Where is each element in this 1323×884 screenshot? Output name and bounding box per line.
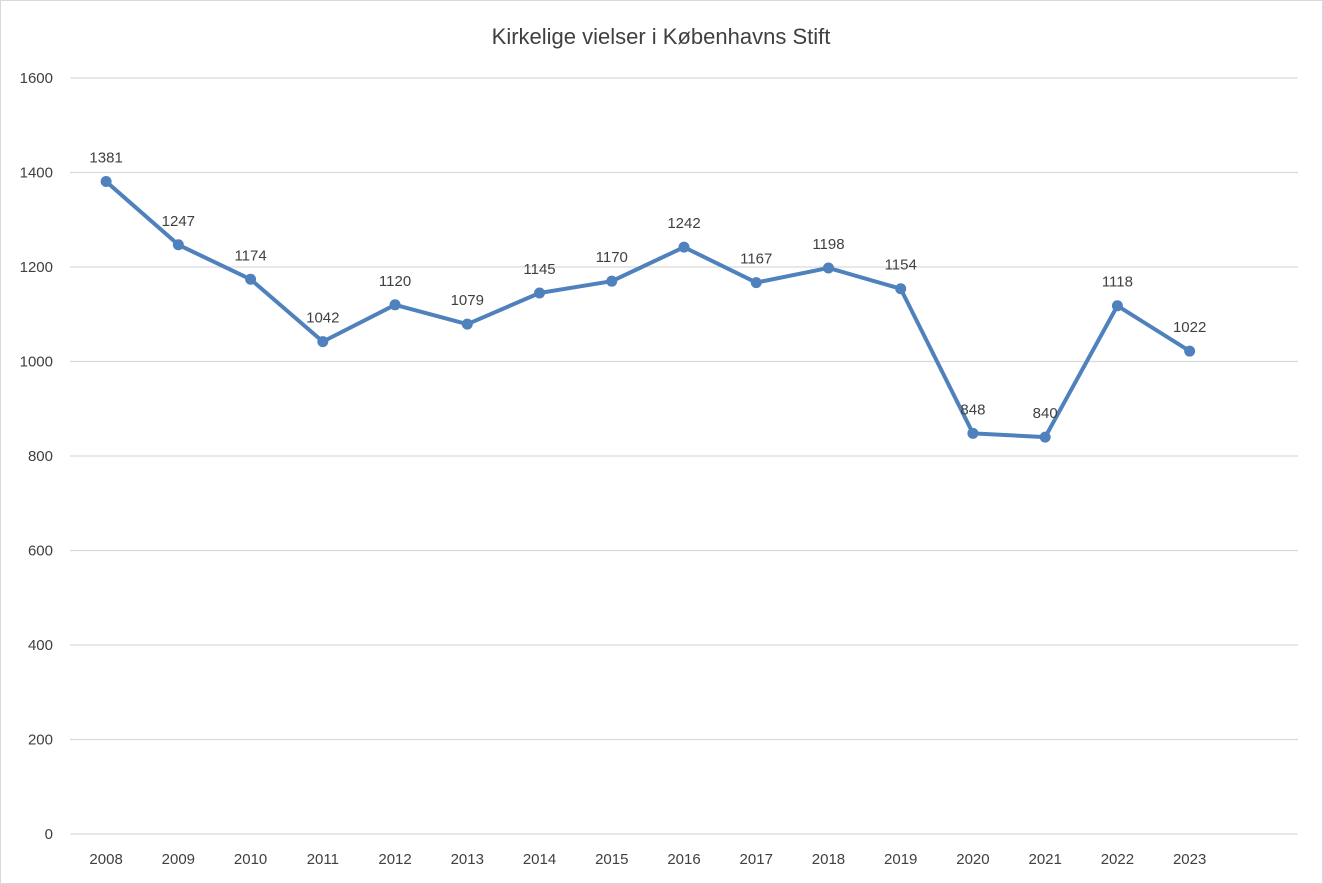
x-axis: 2008 2009 2010 2011 2012 2013 2014 2015 2016 2017… xyxy=(89,851,1206,868)
data-label: 1145 xyxy=(523,261,555,278)
x-tick-label: 2012 xyxy=(378,851,411,868)
data-label: 1242 xyxy=(667,215,700,232)
x-tick-label: 2020 xyxy=(956,851,989,868)
x-tick-label: 2018 xyxy=(812,851,845,868)
data-point xyxy=(1184,345,1196,357)
data-point xyxy=(1111,300,1123,312)
data-point xyxy=(822,262,834,274)
data-point xyxy=(534,287,546,299)
gridlines xyxy=(70,77,1298,835)
x-tick-label: 2014 xyxy=(523,851,556,868)
data-label: 1120 xyxy=(379,273,411,290)
series-line xyxy=(104,179,1192,440)
x-tick-label: 2010 xyxy=(234,851,267,868)
x-tick-label: 2017 xyxy=(740,851,773,868)
data-label: 1167 xyxy=(740,251,772,268)
data-point xyxy=(172,239,184,251)
y-tick-label: 400 xyxy=(28,637,53,654)
data-point xyxy=(389,299,401,311)
series-layer xyxy=(100,175,1196,443)
data-point xyxy=(678,241,690,253)
x-tick-label: 2008 xyxy=(89,851,122,868)
x-tick-label: 2019 xyxy=(884,851,917,868)
y-tick-label: 200 xyxy=(28,732,53,749)
data-point xyxy=(245,273,257,285)
y-tick-label: 1000 xyxy=(20,354,53,371)
data-label: 1118 xyxy=(1102,274,1133,291)
data-point xyxy=(461,318,473,330)
data-label: 1170 xyxy=(596,249,628,266)
data-label: 1154 xyxy=(885,257,917,274)
x-tick-label: 2011 xyxy=(307,851,339,868)
y-tick-label: 800 xyxy=(28,448,53,465)
data-label: 1247 xyxy=(162,213,195,230)
data-point xyxy=(317,336,329,348)
y-tick-label: 1400 xyxy=(20,165,53,182)
data-point xyxy=(967,427,979,439)
y-tick-label: 1200 xyxy=(20,259,53,276)
data-labels: 1381 1247 1174 1042 1120 1079 1145 1170 1242 1167… xyxy=(89,149,1206,422)
data-label: 848 xyxy=(960,401,985,418)
y-axis: 0 200 400 600 800 1000 1200 1400 1600 xyxy=(20,70,53,843)
data-point xyxy=(895,283,907,295)
x-tick-label: 2009 xyxy=(162,851,195,868)
x-tick-label: 2022 xyxy=(1101,851,1134,868)
y-tick-label: 600 xyxy=(28,543,53,560)
data-point xyxy=(606,275,618,287)
x-tick-label: 2015 xyxy=(595,851,628,868)
x-tick-label: 2016 xyxy=(667,851,700,868)
x-tick-label: 2021 xyxy=(1028,851,1061,868)
x-tick-label: 2013 xyxy=(451,851,484,868)
data-label: 1079 xyxy=(451,292,484,309)
y-tick-label: 1600 xyxy=(20,70,53,87)
data-label: 1022 xyxy=(1173,319,1206,336)
data-label: 1381 xyxy=(89,149,122,166)
data-point xyxy=(750,277,762,289)
chart-title: Kirkelige vielser i Københavns Stift xyxy=(492,24,831,49)
data-label: 1174 xyxy=(234,247,266,264)
data-label: 840 xyxy=(1033,405,1058,422)
y-tick-label: 0 xyxy=(45,826,53,843)
x-tick-label: 2023 xyxy=(1173,851,1206,868)
data-point xyxy=(100,175,112,187)
data-point xyxy=(1039,431,1051,443)
data-label: 1198 xyxy=(812,236,844,253)
data-label: 1042 xyxy=(306,310,339,327)
